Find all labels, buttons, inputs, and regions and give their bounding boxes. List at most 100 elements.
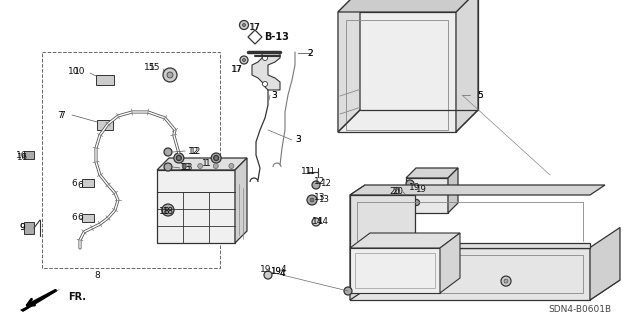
Polygon shape	[360, 0, 478, 110]
Polygon shape	[252, 52, 280, 90]
Circle shape	[162, 204, 174, 216]
Polygon shape	[350, 280, 620, 300]
Text: 17: 17	[249, 24, 260, 33]
Circle shape	[198, 164, 203, 168]
Polygon shape	[338, 0, 360, 132]
Text: 5: 5	[477, 91, 483, 100]
Text: SDN4-B0601B: SDN4-B0601B	[548, 306, 612, 315]
Circle shape	[174, 153, 184, 163]
Circle shape	[344, 287, 352, 295]
Circle shape	[243, 24, 246, 26]
Text: 6: 6	[77, 181, 83, 189]
Text: 6: 6	[71, 179, 77, 188]
Text: 17: 17	[231, 65, 243, 75]
Circle shape	[413, 186, 420, 194]
Text: 18: 18	[159, 207, 171, 217]
Text: 6: 6	[77, 213, 83, 222]
Text: 19: 19	[415, 186, 426, 195]
Text: FR.: FR.	[68, 292, 86, 302]
Text: 20: 20	[392, 188, 403, 197]
Polygon shape	[406, 178, 448, 213]
Polygon shape	[456, 0, 478, 132]
Circle shape	[164, 163, 172, 171]
Circle shape	[164, 148, 172, 156]
Text: 14: 14	[317, 218, 328, 226]
Polygon shape	[350, 185, 365, 300]
Text: 12: 12	[190, 146, 202, 155]
Polygon shape	[24, 151, 34, 159]
Text: 11: 11	[305, 167, 316, 176]
Circle shape	[213, 164, 218, 168]
Circle shape	[312, 218, 320, 226]
Circle shape	[239, 20, 248, 29]
Polygon shape	[350, 248, 590, 300]
Text: 4: 4	[280, 269, 285, 278]
Text: 13: 13	[182, 164, 194, 173]
Text: 3: 3	[271, 91, 277, 100]
Circle shape	[501, 276, 511, 286]
Text: 19: 19	[270, 268, 281, 277]
Circle shape	[182, 164, 187, 168]
Text: 13: 13	[180, 162, 192, 172]
Circle shape	[310, 198, 314, 202]
Polygon shape	[350, 185, 605, 195]
Circle shape	[240, 56, 248, 64]
Text: 1: 1	[205, 159, 211, 167]
Circle shape	[262, 56, 268, 61]
Text: 3: 3	[295, 136, 301, 145]
Text: 4: 4	[280, 265, 286, 275]
Text: 4: 4	[280, 269, 285, 278]
Polygon shape	[82, 214, 94, 222]
Circle shape	[177, 155, 181, 160]
Circle shape	[163, 68, 177, 82]
Circle shape	[432, 279, 436, 283]
Polygon shape	[97, 120, 113, 130]
Text: 11: 11	[301, 167, 313, 176]
Text: 20: 20	[390, 188, 401, 197]
Text: 9: 9	[19, 224, 25, 233]
Polygon shape	[406, 168, 458, 178]
Circle shape	[504, 279, 508, 283]
Circle shape	[312, 181, 320, 189]
Text: 12: 12	[320, 179, 331, 188]
Text: 15: 15	[149, 63, 161, 72]
Circle shape	[262, 81, 268, 86]
Polygon shape	[350, 248, 440, 293]
Text: 7: 7	[57, 110, 63, 120]
Circle shape	[413, 199, 419, 205]
Text: 7: 7	[59, 110, 65, 120]
Text: 14: 14	[312, 218, 324, 226]
Polygon shape	[20, 289, 60, 312]
Polygon shape	[157, 170, 235, 243]
Polygon shape	[338, 0, 478, 12]
Text: 10: 10	[74, 68, 86, 77]
Text: 15: 15	[144, 63, 156, 72]
Text: 16: 16	[17, 153, 28, 162]
Circle shape	[229, 164, 234, 168]
Text: 2: 2	[307, 48, 313, 57]
Circle shape	[167, 72, 173, 78]
Text: 19: 19	[270, 268, 281, 277]
Polygon shape	[448, 168, 458, 213]
Polygon shape	[248, 30, 262, 44]
Text: 6: 6	[71, 213, 77, 222]
Text: 8: 8	[94, 271, 100, 279]
Polygon shape	[440, 233, 460, 293]
Circle shape	[415, 189, 418, 192]
Polygon shape	[157, 158, 247, 170]
Polygon shape	[96, 75, 114, 85]
Text: 13: 13	[318, 196, 329, 204]
Text: 9: 9	[19, 224, 25, 233]
Text: 17: 17	[232, 65, 243, 75]
Text: 5: 5	[477, 91, 483, 100]
Circle shape	[214, 155, 219, 160]
Text: 18: 18	[163, 207, 173, 217]
Polygon shape	[350, 233, 460, 248]
Text: 16: 16	[16, 151, 28, 160]
Polygon shape	[24, 222, 34, 234]
Text: 19: 19	[259, 265, 271, 275]
Text: 2: 2	[307, 48, 313, 57]
Text: 12: 12	[314, 177, 326, 187]
Text: B-13: B-13	[264, 32, 289, 42]
Circle shape	[406, 180, 414, 188]
